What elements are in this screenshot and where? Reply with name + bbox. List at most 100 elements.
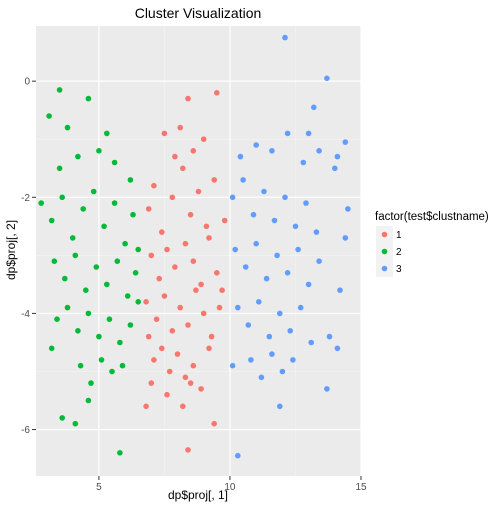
point-series-3	[274, 252, 280, 259]
point-series-3	[242, 264, 249, 270]
point-series-1	[190, 362, 197, 369]
point-series-1	[190, 258, 197, 265]
point-series-1	[208, 333, 215, 340]
point-series-1	[185, 447, 191, 453]
point-series-2	[75, 328, 81, 334]
point-series-1	[195, 188, 202, 195]
point-series-2	[64, 124, 71, 131]
point-series-3	[282, 34, 288, 41]
point-series-3	[337, 287, 343, 294]
point-series-3	[342, 235, 349, 241]
point-series-3	[334, 153, 341, 160]
point-series-3	[277, 403, 283, 410]
point-series-3	[277, 310, 283, 317]
point-series-1	[180, 403, 186, 410]
y-axis-label: dp$proj[, 2]	[4, 220, 18, 280]
legend: factor(test$clustname) 1 2 3	[375, 211, 489, 277]
point-series-2	[85, 95, 92, 102]
point-series-1	[214, 270, 220, 276]
x-tick-label: 15	[355, 482, 367, 493]
point-series-3	[237, 153, 244, 160]
x-tick-label: 10	[224, 482, 236, 493]
point-series-2	[101, 223, 107, 230]
point-series-2	[62, 275, 68, 282]
point-series-1	[156, 275, 162, 282]
point-series-2	[90, 188, 97, 195]
point-series-1	[143, 403, 149, 410]
point-series-2	[59, 194, 65, 201]
point-series-2	[96, 148, 102, 154]
point-series-2	[122, 240, 128, 247]
point-series-2	[38, 200, 44, 206]
point-series-1	[206, 345, 212, 352]
point-series-3	[311, 104, 317, 111]
point-series-3	[313, 229, 320, 235]
point-series-2	[59, 415, 65, 421]
point-series-2	[48, 345, 55, 352]
point-series-2	[106, 316, 113, 323]
point-series-2	[93, 264, 100, 270]
point-series-1	[219, 287, 225, 294]
point-series-3	[271, 217, 278, 224]
point-series-2	[104, 281, 110, 288]
point-series-2	[135, 299, 141, 305]
point-series-3	[300, 159, 307, 166]
point-series-2	[109, 368, 115, 375]
point-series-1	[211, 420, 217, 427]
point-series-1	[203, 223, 210, 230]
plot-panel	[36, 26, 361, 476]
y-tick-label: -4	[21, 309, 30, 320]
point-series-3	[290, 357, 296, 363]
point-series-3	[332, 165, 338, 172]
point-series-1	[177, 304, 183, 311]
point-series-1	[214, 90, 220, 96]
point-series-3	[316, 148, 322, 154]
point-series-1	[172, 153, 178, 160]
point-series-3	[305, 281, 312, 288]
point-series-2	[46, 113, 52, 119]
point-series-1	[166, 368, 173, 375]
point-series-2	[88, 380, 94, 386]
point-series-2	[51, 258, 58, 265]
point-series-2	[83, 287, 89, 294]
point-series-3	[303, 200, 309, 206]
point-series-1	[190, 148, 197, 154]
y-tick-label: -2	[21, 193, 30, 204]
point-series-1	[169, 194, 176, 201]
point-series-3	[235, 452, 241, 459]
x-tick-label: 5	[96, 482, 102, 493]
point-series-3	[253, 142, 259, 148]
point-series-1	[193, 287, 199, 294]
point-series-2	[85, 397, 92, 404]
grid-minor	[36, 26, 361, 476]
point-series-1	[145, 333, 152, 340]
legend-key-series-1	[381, 231, 388, 238]
point-series-2	[98, 357, 105, 363]
point-series-2	[64, 304, 71, 311]
point-series-1	[153, 316, 160, 323]
point-series-3	[279, 368, 286, 375]
point-series-3	[316, 258, 322, 265]
legend-key-series-3	[381, 265, 388, 272]
point-series-1	[187, 211, 194, 218]
point-series-2	[72, 420, 79, 427]
point-series-2	[127, 322, 134, 328]
point-series-3	[248, 357, 254, 363]
point-series-2	[54, 316, 60, 323]
point-series-1	[182, 240, 189, 247]
point-series-2	[114, 258, 121, 265]
point-series-1	[172, 264, 178, 270]
point-series-2	[119, 362, 126, 369]
point-series-1	[200, 136, 207, 142]
y-tick-label: 0	[24, 77, 30, 88]
point-series-3	[261, 188, 267, 195]
point-series-3	[258, 374, 265, 381]
point-series-1	[177, 124, 183, 131]
point-series-3	[266, 333, 273, 340]
point-series-2	[104, 130, 110, 137]
point-series-1	[211, 177, 217, 183]
point-series-2	[72, 252, 79, 259]
point-series-3	[287, 328, 294, 334]
